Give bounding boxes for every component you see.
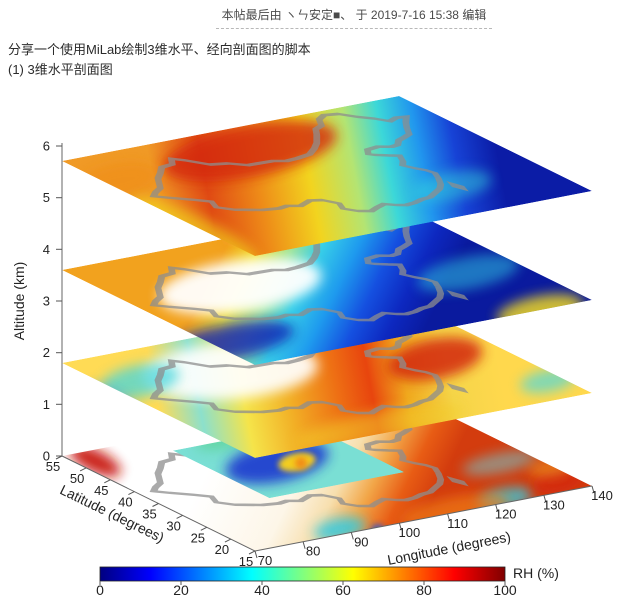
post-intro-text: 分享一个使用MiLab绘制3维水平、经向剖面图的脚本 bbox=[8, 42, 311, 57]
post-edit-notice-row: 本帖最后由 ヽㄣ安定■、 于 2019-7-16 15:38 编辑 bbox=[0, 0, 642, 29]
longitude-tick: 90 bbox=[354, 534, 368, 549]
colorbar-tick: 80 bbox=[416, 582, 432, 596]
altitude-axis-label: Altitude (km) bbox=[11, 262, 27, 341]
latitude-tick: 35 bbox=[142, 507, 156, 522]
post-section-text: (1) 3维水平剖面图 bbox=[8, 62, 113, 77]
post-edit-notice: 本帖最后由 ヽㄣ安定■、 于 2019-7-16 15:38 编辑 bbox=[215, 6, 493, 29]
altitude-tick: 4 bbox=[43, 242, 50, 257]
latitude-tick-marks bbox=[55, 455, 256, 555]
rh-3d-slice-figure: 6 5 4 3 2 1 0 55 50 45 40 35 30 25 20 15… bbox=[11, 96, 613, 596]
latitude-tick: 40 bbox=[118, 495, 132, 510]
longitude-tick-marks bbox=[254, 485, 595, 559]
altitude-tick-marks bbox=[56, 145, 62, 457]
altitude-tick: 5 bbox=[43, 190, 50, 205]
longitude-tick: 70 bbox=[258, 553, 272, 568]
longitude-tick: 120 bbox=[495, 507, 517, 522]
colorbar-tick: 20 bbox=[173, 582, 189, 596]
altitude-tick: 0 bbox=[43, 449, 50, 464]
colorbar-tick: 0 bbox=[96, 582, 104, 596]
longitude-tick: 80 bbox=[306, 544, 320, 559]
latitude-tick: 30 bbox=[166, 518, 180, 533]
colorbar-tick: 40 bbox=[254, 582, 270, 596]
colorbar-tick: 60 bbox=[335, 582, 351, 596]
latitude-tick: 50 bbox=[70, 471, 84, 486]
latitude-tick: 55 bbox=[46, 459, 60, 474]
colorbar-tick-marks bbox=[99, 581, 506, 585]
altitude-tick: 2 bbox=[43, 345, 50, 360]
longitude-tick: 130 bbox=[543, 497, 565, 512]
longitude-axis-line bbox=[254, 485, 593, 552]
altitude-tick: 3 bbox=[43, 294, 50, 309]
longitude-tick: 140 bbox=[591, 488, 613, 503]
colorbar-tick: 100 bbox=[493, 582, 517, 596]
latitude-tick: 15 bbox=[239, 554, 253, 569]
longitude-tick: 100 bbox=[399, 525, 421, 540]
latitude-tick: 20 bbox=[215, 542, 229, 557]
colorbar-gradient bbox=[99, 566, 506, 582]
colorbar: 0 20 40 60 80 100 RH (%) bbox=[96, 565, 559, 596]
colorbar-title: RH (%) bbox=[513, 565, 559, 581]
latitude-tick: 25 bbox=[191, 530, 205, 545]
altitude-tick: 1 bbox=[43, 397, 50, 412]
altitude-tick: 6 bbox=[43, 139, 50, 154]
longitude-tick: 110 bbox=[447, 516, 468, 531]
latitude-tick: 45 bbox=[94, 483, 108, 498]
axes bbox=[55, 143, 595, 559]
